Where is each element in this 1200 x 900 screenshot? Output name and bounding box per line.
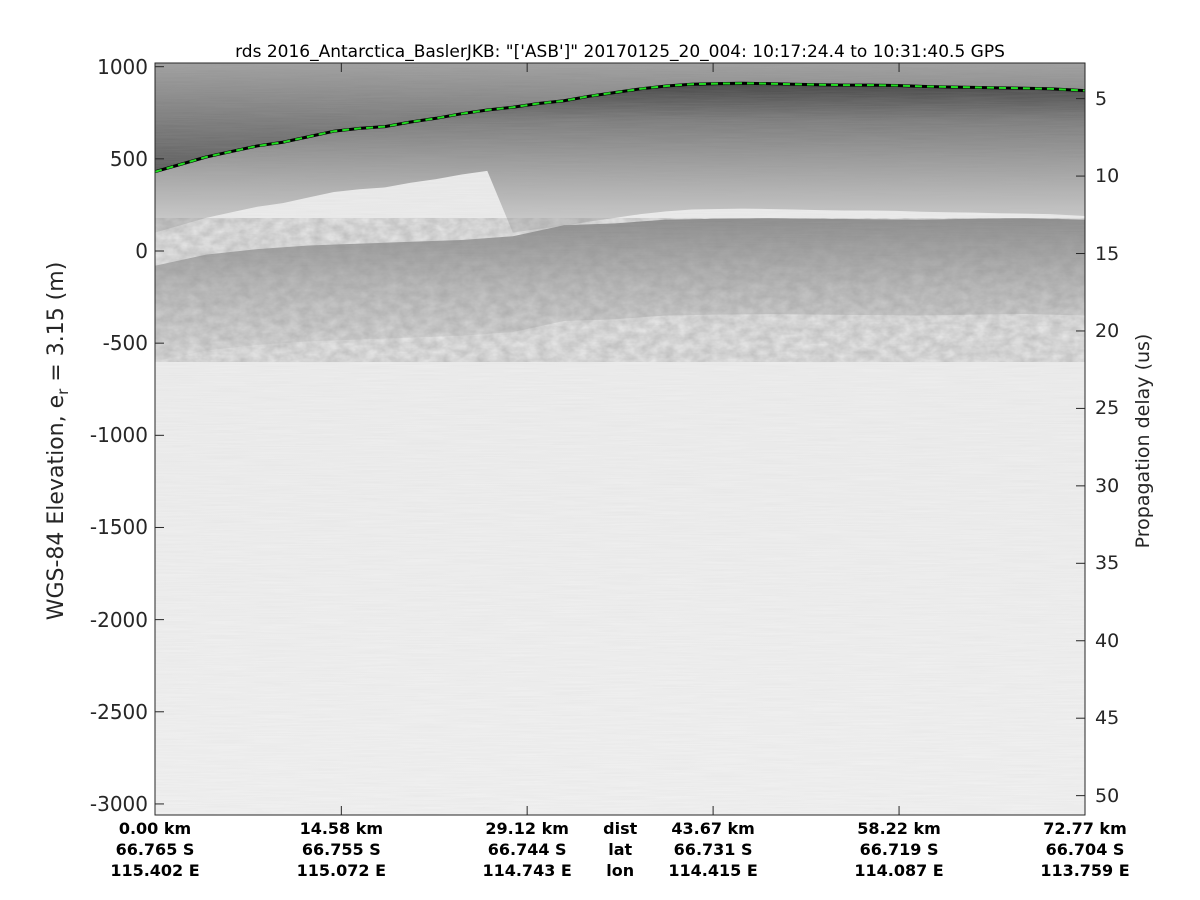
y-tick-label-left: -2500 xyxy=(89,699,148,724)
y-axis-label-prefix: WGS-84 Elevation, e xyxy=(43,394,69,621)
x-tick-label-column-line: 113.759 E xyxy=(1040,861,1130,880)
x-tick-label-column-line: 43.67 km xyxy=(671,819,755,838)
x-tick-label-column-line: 66.765 S xyxy=(115,840,195,859)
x-tick-label-column: 72.77 km 66.704 S 113.759 E xyxy=(1040,818,1129,881)
y-axis-label-right: Propagation delay (us) xyxy=(1132,333,1154,549)
y-axis-label-left: WGS-84 Elevation, er = 3.15 (m) xyxy=(44,262,72,621)
x-tick-label-column-line: 72.77 km xyxy=(1043,819,1127,838)
y-tick-label-left: -2000 xyxy=(89,607,148,632)
y-tick-label-left: -3000 xyxy=(89,791,148,816)
x-tick-label-column: 0.00 km 66.765 S 115.402 E xyxy=(110,818,199,881)
y-tick-label-left: 1000 xyxy=(97,54,148,79)
x-row-labels-line: lat xyxy=(608,840,633,859)
y-tick-label-right: 40 xyxy=(1095,629,1120,652)
noise-texture xyxy=(155,63,1085,815)
x-tick-label-column-line: 58.22 km xyxy=(857,819,941,838)
y-tick-label-left: -500 xyxy=(102,331,148,356)
y-tick-label-left: 500 xyxy=(109,146,148,171)
y-tick-label-right: 10 xyxy=(1095,165,1120,188)
y-tick-label-right: 50 xyxy=(1095,784,1120,807)
y-tick-label-left: 0 xyxy=(135,239,148,263)
y-tick-label-right: 35 xyxy=(1095,552,1120,575)
x-tick-label-column: 29.12 km 66.744 S 114.743 E xyxy=(482,818,571,881)
x-tick-label-column-line: 115.402 E xyxy=(110,861,200,880)
y-tick-label-right: 15 xyxy=(1095,242,1120,265)
x-tick-label-column-line: 66.719 S xyxy=(859,840,939,859)
x-tick-label-column-line: 0.00 km xyxy=(118,819,192,838)
y-tick-label-right: 30 xyxy=(1095,474,1120,497)
chart-title: rds 2016_Antarctica_BaslerJKB: "['ASB']"… xyxy=(235,42,1005,62)
x-tick-label-column-line: 115.072 E xyxy=(296,861,387,880)
x-tick-label-column-line: 114.743 E xyxy=(482,861,572,880)
y-tick-label-right: 45 xyxy=(1095,707,1120,730)
x-tick-label-column-line: 14.58 km xyxy=(299,819,384,838)
y-tick-label-right: 25 xyxy=(1095,397,1120,420)
x-tick-label-column-line: 66.744 S xyxy=(487,840,567,859)
y-tick-label-left: -1000 xyxy=(89,423,148,448)
x-tick-label-column-line: 29.12 km xyxy=(485,819,569,838)
x-row-labels: dist lat lon xyxy=(603,818,637,881)
plot-frame xyxy=(154,62,1086,816)
surface-pick-line xyxy=(155,82,1085,173)
x-tick-label-column-line: 66.731 S xyxy=(673,840,753,859)
y-tick-label-right: 20 xyxy=(1095,319,1120,342)
x-tick-label-column-line: 66.755 S xyxy=(301,840,381,859)
x-row-labels-line: dist xyxy=(603,819,638,838)
x-row-labels-line: lon xyxy=(606,861,635,880)
x-tick-label-column-line: 114.415 E xyxy=(668,861,758,880)
x-tick-label-column: 14.58 km 66.755 S 115.072 E xyxy=(297,818,386,881)
y-axis-label-suffix: = 3.15 (m) xyxy=(43,261,69,389)
x-tick-label-column-line: 66.704 S xyxy=(1045,840,1125,859)
x-tick-label-column: 58.22 km 66.719 S 114.087 E xyxy=(854,818,943,881)
y-axis-label-subscript: r xyxy=(54,388,73,395)
y-tick-label-left: -1500 xyxy=(89,515,148,540)
x-tick-label-column-line: 114.087 E xyxy=(854,861,944,880)
y-tick-label-right: 5 xyxy=(1095,87,1108,110)
x-tick-label-column: 43.67 km 66.731 S 114.415 E xyxy=(668,818,757,881)
